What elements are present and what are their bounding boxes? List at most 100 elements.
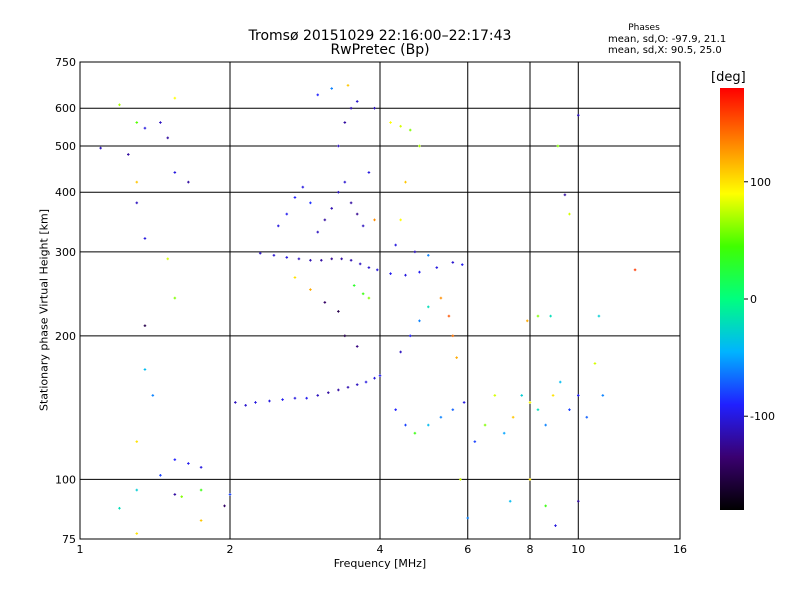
data-point <box>166 136 170 140</box>
data-point <box>483 423 487 427</box>
data-point <box>173 171 177 174</box>
data-point <box>327 391 330 394</box>
data-point <box>462 401 466 404</box>
data-point <box>173 458 177 461</box>
data-point <box>439 296 443 300</box>
data-point <box>135 201 139 205</box>
data-point <box>459 478 462 481</box>
data-point <box>180 495 184 498</box>
data-point <box>285 256 289 259</box>
data-point <box>404 180 407 184</box>
chart-subtitle: RwPretec (Bp) <box>330 42 430 58</box>
data-point <box>159 121 162 124</box>
data-point <box>426 423 430 427</box>
data-point <box>143 368 147 371</box>
data-point <box>451 408 455 412</box>
data-point <box>305 396 308 400</box>
colorbar-ticks: -100 0 100 <box>744 176 775 423</box>
data-point <box>337 388 340 392</box>
y-tick-label: 75 <box>62 533 76 546</box>
data-point <box>576 499 580 503</box>
data-point <box>272 253 276 257</box>
data-point <box>633 268 637 272</box>
data-point <box>413 431 417 435</box>
y-tick-label: 750 <box>55 56 76 69</box>
data-point <box>593 362 597 365</box>
data-point <box>367 296 371 300</box>
data-points <box>99 84 637 535</box>
data-point <box>544 423 547 427</box>
data-point <box>399 218 402 222</box>
data-point <box>355 383 359 386</box>
phases-stats-x: mean, sd,X: 90.5, 25.0 <box>608 45 722 56</box>
colorbar-label: [deg] <box>711 70 746 85</box>
data-point <box>358 262 362 266</box>
data-point <box>340 257 343 261</box>
y-tick-label: 600 <box>55 102 76 115</box>
y-axis-ticks: 75 100 200 300 400 500 600 750 <box>55 56 76 546</box>
data-point <box>355 212 359 216</box>
data-point <box>418 319 421 323</box>
data-point <box>349 258 353 262</box>
data-point <box>378 374 382 377</box>
data-point <box>544 504 547 508</box>
data-point <box>558 380 562 384</box>
colorbar <box>720 88 744 510</box>
data-point <box>375 268 379 272</box>
data-point <box>355 345 359 348</box>
data-point <box>281 398 284 401</box>
data-point <box>408 128 412 132</box>
data-point <box>135 121 139 124</box>
data-point <box>447 314 451 318</box>
data-point <box>199 466 203 469</box>
data-point <box>460 263 464 266</box>
data-point <box>525 319 529 323</box>
x-tick-label: 1 <box>77 543 84 556</box>
x-tick-label: 8 <box>527 543 534 556</box>
data-point <box>528 478 532 481</box>
data-point <box>309 258 312 262</box>
plot-frame <box>79 61 681 540</box>
data-point <box>276 224 280 228</box>
colorbar-tick-label: 0 <box>750 293 757 306</box>
y-tick-label: 500 <box>55 140 76 153</box>
phases-stats-o: mean, sd,O: -97.9, 21.1 <box>608 34 727 45</box>
data-point <box>426 253 430 257</box>
data-point <box>404 423 407 427</box>
data-point <box>536 408 540 412</box>
data-point <box>399 350 402 354</box>
data-point <box>316 394 320 397</box>
data-point <box>343 121 347 124</box>
data-point <box>373 218 376 222</box>
data-point <box>293 276 297 279</box>
data-point <box>173 296 177 300</box>
y-tick-label: 300 <box>55 246 76 259</box>
data-point <box>343 334 347 338</box>
data-point <box>254 401 257 404</box>
data-point <box>549 314 552 318</box>
data-point <box>159 474 162 477</box>
data-point <box>316 230 320 234</box>
data-point <box>285 212 289 216</box>
data-point <box>355 100 359 103</box>
data-point <box>563 193 567 197</box>
data-point <box>166 257 170 261</box>
data-point <box>511 415 515 419</box>
data-point <box>309 201 312 205</box>
data-point <box>493 394 497 397</box>
data-point <box>536 314 540 318</box>
data-point <box>330 87 334 90</box>
data-point <box>418 144 421 148</box>
y-tick-label: 400 <box>55 186 76 199</box>
data-point <box>199 519 203 522</box>
data-point <box>408 334 412 338</box>
data-point <box>439 415 443 419</box>
data-point <box>554 524 557 527</box>
data-point <box>576 113 580 117</box>
data-point <box>330 207 334 210</box>
colorbar-tick-label: 100 <box>750 176 771 189</box>
data-point <box>352 284 356 287</box>
colorbar-tick-label: -100 <box>750 410 775 423</box>
data-point <box>361 292 365 296</box>
data-point <box>293 396 297 400</box>
